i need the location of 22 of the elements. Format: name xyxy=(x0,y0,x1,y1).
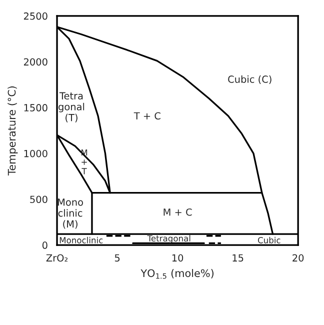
y-tick-label: 2500 xyxy=(24,12,48,20)
annotation: Tetra gonal (T) xyxy=(58,92,84,122)
y-axis-title: Temperature (°C) xyxy=(8,86,18,176)
annotation: T + C xyxy=(134,112,160,120)
annotation: Cubic (C) xyxy=(228,75,272,84)
y-tick-label: 500 xyxy=(30,196,48,204)
x-axis-title: YO$_{1.5}$ (mole%) xyxy=(140,269,214,279)
annotation: Monoclinic xyxy=(60,236,103,244)
annotation: Tetragonal xyxy=(147,235,190,244)
annotation: Cubic xyxy=(258,236,280,244)
x-tick-label: 5 xyxy=(114,254,120,262)
x-tick-label: 20 xyxy=(292,254,304,262)
x-tick-label: 10 xyxy=(172,254,184,262)
y-tick-label: 1000 xyxy=(24,150,48,158)
annotation: Mono clinic (M) xyxy=(58,198,83,229)
x-tick-label: 15 xyxy=(232,254,244,262)
y-tick-label: 2000 xyxy=(24,58,48,66)
y-tick-label: 1500 xyxy=(24,104,48,112)
annotation: M + T xyxy=(81,149,88,174)
x-tick-label: ZrO₂ xyxy=(46,254,68,262)
annotation: M + C xyxy=(164,208,192,216)
y-tick-label: 0 xyxy=(42,242,48,249)
